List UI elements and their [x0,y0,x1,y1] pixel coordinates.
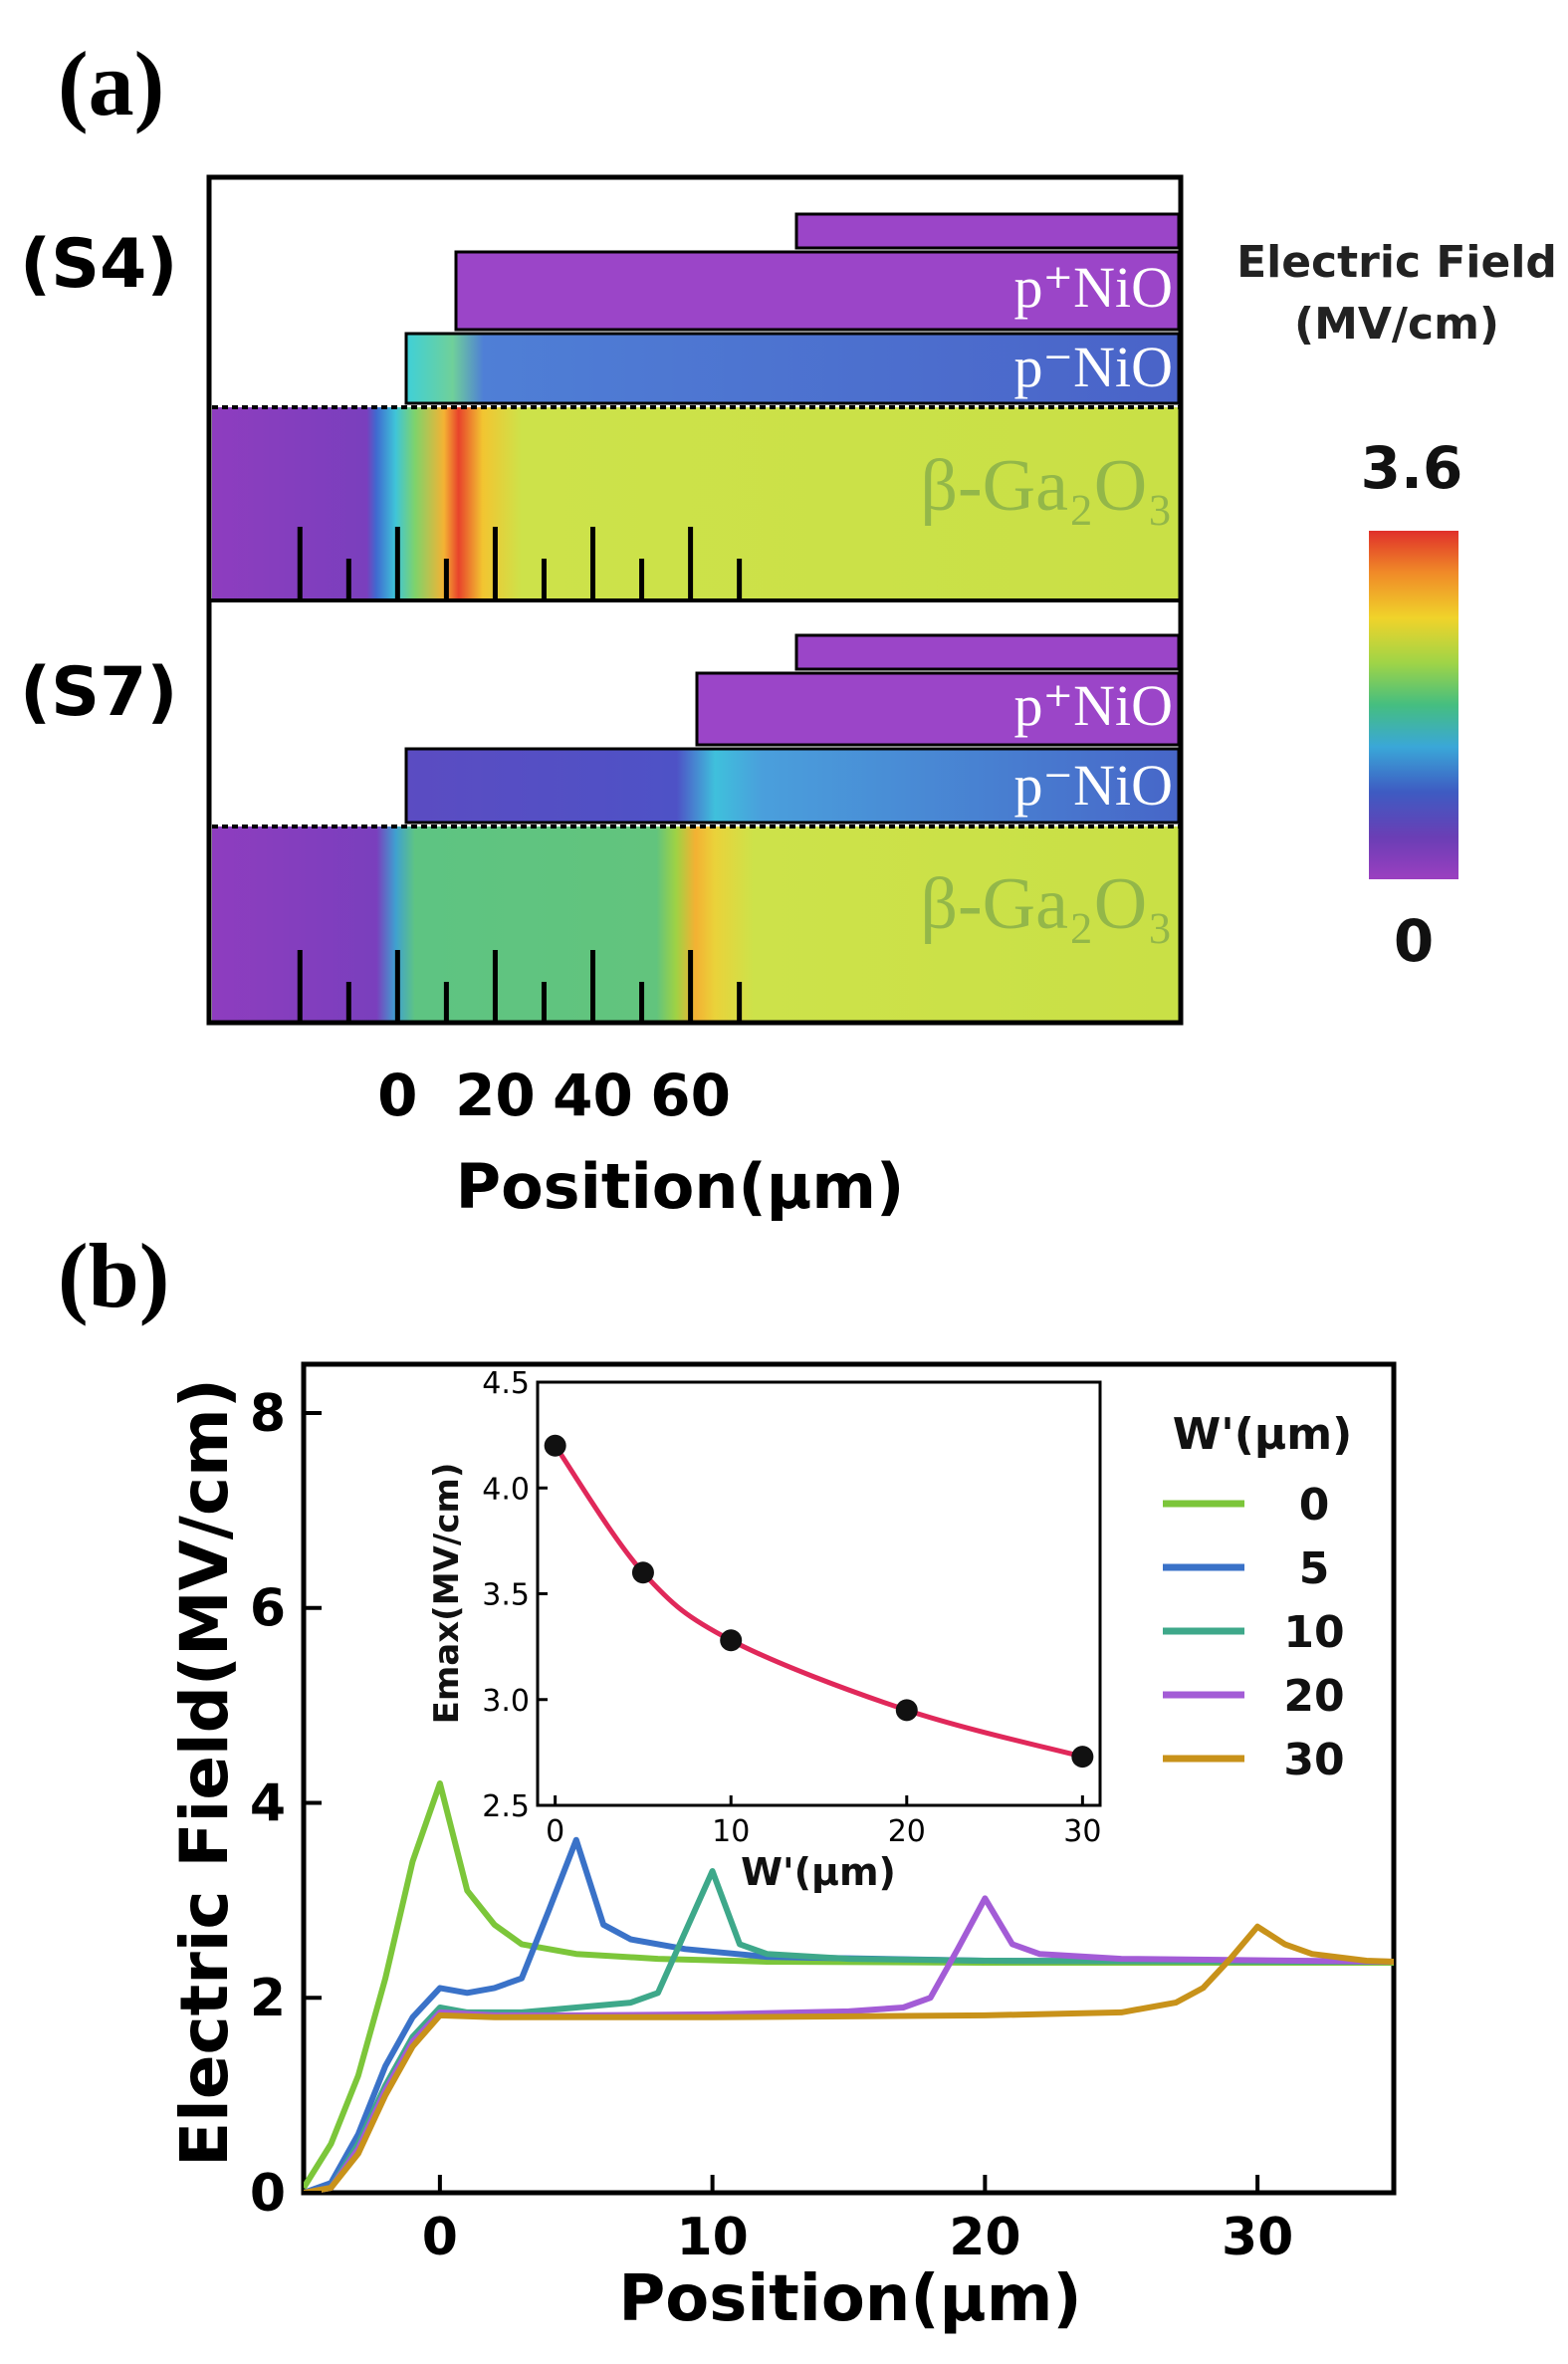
y-tick-label: 4 [250,1773,286,1833]
series-line-w30 [304,1923,1394,2193]
inset-data-point [1071,1746,1094,1769]
colorbar-title-line1: Electric Field [1236,237,1557,288]
inset-series [544,1434,1094,1769]
main-x-axis-label: Position(μm) [618,2262,1081,2336]
series-line-w0 [304,1779,1394,2190]
legend-label-w5: 5 [1299,1543,1330,1594]
panel-a-tick-label: 60 [650,1062,731,1129]
structure-s7: (S7) p⁺NiO p⁻NiO β-Ga₂O₃ [20,633,1181,1022]
panel-a-tick-labels: 0 20 40 60 [377,1062,731,1129]
panel-a-label: (a) [58,33,164,134]
legend-items: 0 5 10 20 30 [1163,1480,1345,1785]
inset-x-tick-label: 20 [888,1814,926,1849]
inset-data-point [895,1699,918,1722]
colorbar-max-label: 3.6 [1361,434,1463,502]
panel-b-label: (b) [58,1225,169,1326]
inset-y-tick-label: 4.0 [482,1472,530,1507]
s4-substrate-label: β-Ga₂O₃ [920,445,1173,527]
inset-x-axis-label: W'(μm) [741,1850,896,1894]
inset-data-point [720,1629,743,1652]
inset-y-tick-label: 4.5 [482,1366,530,1401]
legend-label-w10: 10 [1283,1607,1344,1658]
legend-title: W'(μm) [1173,1409,1352,1460]
inset-x-tick-label: 30 [1063,1814,1101,1849]
s4-p-plus-label: p⁺NiO [1014,255,1174,320]
x-tick-label: 0 [422,2208,458,2267]
colorbar: Electric Field (MV/cm) 3.6 0 [1236,237,1557,975]
panel-a-tick-label: 20 [455,1062,536,1129]
inset-axes: 0 10 20 30 2.5 3.0 3.5 4.0 4.5 [482,1366,1101,1849]
y-tick-label: 2 [250,1969,286,2028]
x-tick-label: 10 [676,2208,748,2267]
s7-top-metal [794,633,1181,671]
y-tick-label: 0 [250,2164,286,2224]
inset-y-tick-label: 3.0 [482,1684,530,1719]
s4-substrate [212,407,1179,598]
legend: W'(μm) 0 5 10 20 30 [1163,1409,1352,1785]
inset-fit-line [553,1444,1083,1760]
s7-substrate-label: β-Ga₂O₃ [920,863,1173,945]
panel-a-ticks [297,527,743,1022]
main-series-lines [304,1779,1394,2193]
colorbar-title-line2: (MV/cm) [1294,299,1499,350]
s7-p-plus-layer [695,671,1181,747]
panel-a-tick-label: 0 [377,1062,417,1129]
series-line-w5 [304,1836,1394,2193]
s7-substrate [212,827,1179,1022]
structure-s4: (S4) p⁺NiO p⁻NiO β-Ga₂O₃ [20,212,1181,598]
inset-x-tick-label: 0 [546,1814,564,1849]
structure-s4-label: (S4) [20,225,177,304]
s7-p-plus-label: p⁺NiO [1014,673,1174,738]
inset-y-tick-label: 3.5 [482,1578,530,1613]
panel-a-tick-label: 40 [553,1062,633,1129]
panel-a-x-axis-label: Position(μm) [456,1150,905,1223]
inset-plot-frame [536,1380,1102,1807]
y-tick-label: 8 [250,1384,286,1444]
legend-label-w30: 30 [1283,1735,1344,1785]
y-tick-label: 6 [250,1579,286,1639]
main-axes: 0 10 20 30 0 2 4 6 8 [250,1384,1294,2267]
inset-data-point [544,1434,566,1457]
s4-top-metal [794,212,1181,250]
s7-p-minus-label: p⁻NiO [1014,753,1174,818]
colorbar-gradient [1369,531,1458,879]
legend-label-w0: 0 [1299,1480,1330,1531]
x-tick-label: 30 [1222,2208,1293,2267]
s4-p-minus-layer [404,332,1181,405]
inset-y-axis-label: Emax(MV/cm) [427,1463,467,1725]
main-y-axis-label: Electric Field(MV/cm) [166,1378,243,2167]
inset-x-tick-label: 10 [712,1814,750,1849]
inset-y-tick-label: 2.5 [482,1789,530,1824]
s4-p-minus-label: p⁻NiO [1014,335,1174,399]
inset-chart: 0 10 20 30 2.5 3.0 3.5 4.0 4.5 Emax(MV/cm) W'(μm… [427,1366,1102,1894]
x-tick-label: 20 [949,2208,1020,2267]
colorbar-min-label: 0 [1394,907,1434,975]
legend-label-w20: 20 [1283,1671,1344,1722]
inset-data-point [631,1561,654,1584]
structure-s7-label: (S7) [20,653,177,732]
s4-p-plus-layer [454,250,1181,332]
